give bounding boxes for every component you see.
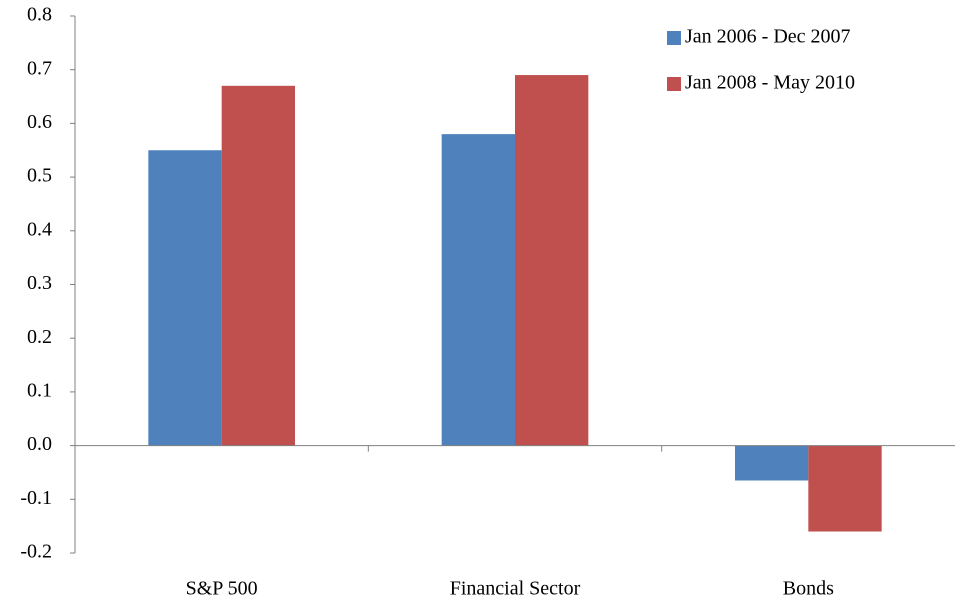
- y-tick-label: 0.6: [27, 111, 52, 133]
- y-tick-label: 0.7: [27, 57, 52, 79]
- y-tick-label: 0.4: [27, 218, 52, 240]
- bar: [148, 150, 222, 446]
- x-tick-label: Bonds: [783, 578, 834, 600]
- legend-label: Jan 2006 - Dec 2007: [685, 26, 851, 48]
- legend-swatch: [667, 77, 681, 91]
- x-tick-label: S&P 500: [186, 578, 258, 600]
- y-tick-label: 0.3: [27, 272, 52, 294]
- y-tick-label: 0.2: [27, 326, 52, 348]
- y-tick-label: 0.8: [27, 4, 52, 26]
- legend-swatch: [667, 31, 681, 45]
- legend-label: Jan 2008 - May 2010: [685, 72, 855, 94]
- bar: [515, 75, 589, 446]
- bar: [441, 134, 515, 446]
- y-tick-label: 0.1: [27, 379, 52, 401]
- y-tick-label: 0.0: [27, 433, 52, 455]
- x-tick-label: Financial Sector: [450, 578, 581, 600]
- y-tick-label: -0.1: [20, 487, 52, 509]
- bar: [808, 445, 882, 532]
- y-tick-label: 0.5: [27, 165, 52, 187]
- bar: [735, 445, 809, 481]
- y-tick-label: -0.2: [20, 541, 52, 563]
- bar: [221, 85, 295, 446]
